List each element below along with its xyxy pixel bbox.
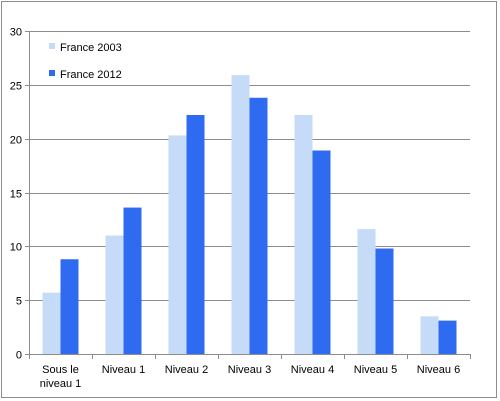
bar-2003-2 bbox=[168, 135, 187, 354]
y-tick-label: 20 bbox=[10, 135, 22, 147]
legend-label-2003: France 2003 bbox=[60, 42, 122, 54]
bar-2003-0 bbox=[42, 292, 61, 354]
legend-swatch-2003 bbox=[49, 43, 55, 49]
x-axis: Sous le niveau 1 Niveau 1 Niveau 2 Niveau 3 N… bbox=[29, 354, 471, 390]
bar-2003-6 bbox=[420, 316, 439, 354]
y-tick-label: 10 bbox=[10, 242, 22, 254]
bar-2012-4 bbox=[312, 150, 331, 354]
bar-2003-4 bbox=[294, 114, 313, 354]
bar-2012-1 bbox=[123, 207, 142, 354]
bar-2012-6 bbox=[438, 320, 457, 354]
bar-2003-3 bbox=[231, 75, 250, 354]
bar-2012-5 bbox=[375, 248, 394, 354]
bars bbox=[42, 75, 457, 355]
x-tick-label: niveau 1 bbox=[40, 378, 82, 390]
bar-2012-0 bbox=[60, 259, 79, 354]
y-axis: 0 5 10 15 20 25 30 bbox=[10, 27, 30, 362]
y-tick-label: 5 bbox=[16, 296, 22, 308]
bar-2012-3 bbox=[249, 97, 268, 355]
bar-2003-5 bbox=[357, 229, 376, 354]
y-tick-label: 15 bbox=[10, 189, 22, 201]
bar-2003-1 bbox=[105, 235, 124, 354]
y-tick-label: 25 bbox=[10, 81, 22, 93]
x-tick-label: Niveau 3 bbox=[228, 364, 271, 376]
y-tick-label: 30 bbox=[10, 27, 22, 39]
x-tick-label: Niveau 6 bbox=[417, 364, 460, 376]
x-tick-label: Niveau 2 bbox=[165, 364, 208, 376]
x-tick-label: Niveau 4 bbox=[291, 364, 334, 376]
legend: France 2003 France 2012 bbox=[49, 42, 122, 81]
legend-label-2012: France 2012 bbox=[60, 69, 122, 81]
x-tick-label: Sous le bbox=[42, 364, 79, 376]
bar-2012-2 bbox=[186, 114, 205, 354]
x-tick-label: Niveau 1 bbox=[102, 364, 145, 376]
y-tick-label: 0 bbox=[16, 350, 22, 362]
legend-swatch-2012 bbox=[49, 70, 55, 76]
x-tick-label: Niveau 5 bbox=[354, 364, 397, 376]
